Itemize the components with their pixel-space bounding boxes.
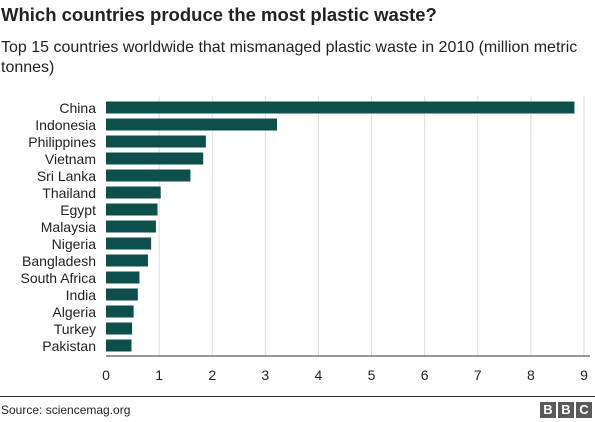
category-label: Indonesia	[35, 117, 96, 133]
x-tick-label: 7	[474, 367, 482, 383]
bar	[106, 203, 158, 216]
category-label: Egypt	[60, 202, 96, 218]
category-label: Philippines	[28, 134, 96, 150]
bbc-logo: B B C	[540, 402, 592, 418]
bar	[106, 339, 132, 352]
category-label: India	[66, 287, 97, 303]
chart-subtitle: Top 15 countries worldwide that mismanag…	[1, 39, 578, 76]
x-tick-label: 9	[580, 367, 588, 383]
category-label: Nigeria	[52, 236, 97, 252]
bbc-logo-block: B	[540, 402, 556, 418]
footer-divider	[0, 396, 595, 397]
bar	[106, 101, 575, 114]
source-note: Source: sciencemag.org	[1, 403, 131, 417]
bar	[106, 288, 138, 301]
x-tick-label: 1	[155, 367, 163, 383]
bar	[106, 169, 191, 182]
x-tick-label: 4	[315, 367, 323, 383]
bbc-logo-block: B	[558, 402, 574, 418]
bars	[106, 101, 575, 352]
bar	[106, 254, 148, 267]
gridlines	[158, 96, 585, 356]
x-tick-label: 8	[527, 367, 535, 383]
x-tick-label: 6	[421, 367, 429, 383]
bar	[106, 220, 156, 233]
category-label: Thailand	[42, 185, 96, 201]
bar	[106, 118, 278, 131]
category-label: Bangladesh	[22, 253, 96, 269]
category-label: China	[59, 100, 96, 116]
category-label: South Africa	[21, 270, 97, 286]
category-label: Malaysia	[41, 219, 96, 235]
category-label: Pakistan	[42, 338, 96, 354]
category-label: Turkey	[54, 321, 96, 337]
bar	[106, 135, 206, 148]
x-tick-label: 2	[208, 367, 216, 383]
x-tick-label: 0	[102, 367, 110, 383]
category-label: Algeria	[52, 304, 96, 320]
bar	[106, 305, 134, 318]
chart-title: Which countries produce the most plastic…	[1, 4, 437, 25]
bar	[106, 152, 204, 165]
bar	[106, 237, 152, 250]
x-tick-labels: 0 1 2 3 4 5 6 7 8 9	[102, 367, 588, 383]
bar	[106, 271, 140, 284]
bar	[106, 322, 133, 335]
bar	[106, 186, 161, 199]
category-label: Vietnam	[45, 151, 96, 167]
x-tick-label: 3	[261, 367, 269, 383]
category-label: Sri Lanka	[37, 168, 96, 184]
bbc-logo-block: C	[576, 402, 592, 418]
x-tick-label: 5	[368, 367, 376, 383]
